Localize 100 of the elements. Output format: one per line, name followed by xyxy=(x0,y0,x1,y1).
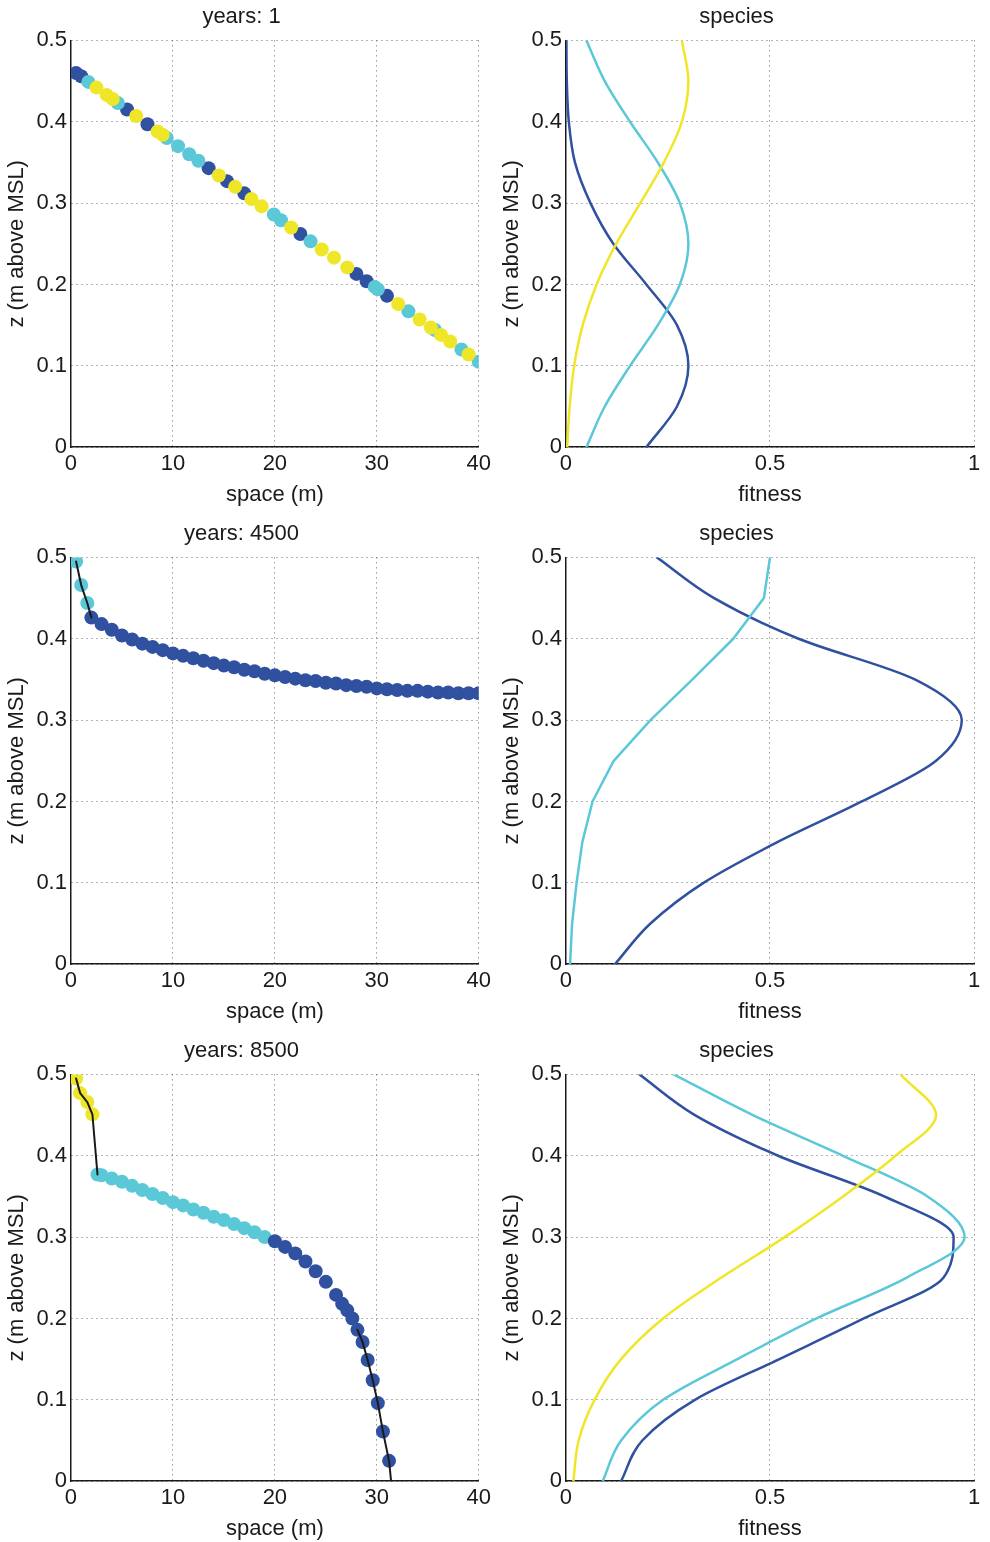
y-tick-label: 0.1 xyxy=(36,351,67,377)
y-tick-label: 0.5 xyxy=(36,1060,67,1086)
point xyxy=(298,1254,313,1269)
point xyxy=(273,213,288,228)
y-tick-label: 0.5 xyxy=(36,543,67,569)
y-tick-label: 0.5 xyxy=(531,1060,562,1086)
point xyxy=(155,127,170,142)
x-tick-label: 1 xyxy=(967,967,981,993)
x-tick-label: 30 xyxy=(364,1484,390,1510)
chart-title: species xyxy=(699,1037,774,1063)
point xyxy=(401,304,416,319)
y-axis-title: z (m above MSL) xyxy=(3,1194,29,1362)
y-tick-label: 0.2 xyxy=(36,787,67,813)
line-series xyxy=(585,40,690,448)
x-axis-title: fitness xyxy=(738,480,802,506)
y-tick-label: 0.1 xyxy=(36,1385,67,1411)
point xyxy=(423,320,438,335)
chart-title: years: 4500 xyxy=(184,520,299,546)
point xyxy=(237,1221,252,1236)
x-tick-label: 1 xyxy=(967,450,981,476)
y-tick-label: 0.1 xyxy=(531,351,562,377)
point xyxy=(211,168,226,183)
y-tick-label: 0.4 xyxy=(531,107,562,133)
x-axis-title: space (m) xyxy=(225,480,324,506)
point xyxy=(391,297,406,312)
x-tick-label: 20 xyxy=(262,450,288,476)
line-series xyxy=(613,557,964,965)
chart-title: species xyxy=(699,3,774,29)
point xyxy=(267,1234,282,1249)
y-tick-label: 0.2 xyxy=(36,1304,67,1330)
y-axis-title: z (m above MSL) xyxy=(498,160,524,328)
y-tick-label: 0.3 xyxy=(36,1223,67,1249)
point xyxy=(89,80,104,95)
x-axis-title: space (m) xyxy=(225,1514,324,1540)
y-axis-title: z (m above MSL) xyxy=(498,677,524,845)
y-tick-label: 0.3 xyxy=(36,706,67,732)
point xyxy=(318,1274,333,1289)
x-tick-label: 20 xyxy=(262,1484,288,1510)
y-tick-label: 0 xyxy=(549,433,562,459)
y-tick-label: 0.3 xyxy=(531,189,562,215)
y-tick-label: 0 xyxy=(549,950,562,976)
point xyxy=(104,622,119,637)
point xyxy=(191,153,206,168)
point xyxy=(314,242,329,257)
y-axis-title: z (m above MSL) xyxy=(498,1194,524,1362)
y-tick-label: 0.5 xyxy=(531,26,562,52)
x-tick-label: 40 xyxy=(466,450,492,476)
y-tick-label: 0.2 xyxy=(531,270,562,296)
y-axis-title: z (m above MSL) xyxy=(3,677,29,845)
y-tick-label: 0.3 xyxy=(36,189,67,215)
y-tick-label: 0 xyxy=(54,950,67,976)
point xyxy=(135,1182,150,1197)
x-tick-label: 10 xyxy=(160,1484,186,1510)
y-axis-title: z (m above MSL) xyxy=(3,160,29,328)
y-tick-label: 0.2 xyxy=(531,1304,562,1330)
y-tick-label: 0.2 xyxy=(36,270,67,296)
y-tick-label: 0.4 xyxy=(531,1141,562,1167)
x-tick-label: 0.5 xyxy=(754,450,786,476)
point xyxy=(327,250,341,265)
chart-title: years: 8500 xyxy=(184,1037,299,1063)
chart-title: species xyxy=(699,520,774,546)
chart-title: years: 1 xyxy=(202,3,281,29)
point xyxy=(288,1246,303,1261)
point xyxy=(303,234,318,249)
point xyxy=(228,179,243,194)
point xyxy=(284,220,299,235)
point xyxy=(340,260,355,275)
y-tick-label: 0.2 xyxy=(531,787,562,813)
x-tick-label: 10 xyxy=(160,450,186,476)
x-tick-label: 30 xyxy=(364,450,390,476)
point xyxy=(129,109,144,124)
point xyxy=(345,1311,360,1326)
x-tick-label: 0.5 xyxy=(754,1484,786,1510)
point xyxy=(94,617,109,632)
point xyxy=(308,1264,323,1279)
x-tick-label: 40 xyxy=(466,967,492,993)
x-axis-title: space (m) xyxy=(225,997,324,1023)
point xyxy=(434,327,449,342)
x-axis-title: fitness xyxy=(738,997,802,1023)
point xyxy=(461,347,476,362)
point xyxy=(380,288,395,303)
y-tick-label: 0.4 xyxy=(531,624,562,650)
x-tick-label: 10 xyxy=(160,967,186,993)
point xyxy=(244,192,259,207)
y-tick-label: 0.4 xyxy=(36,107,67,133)
point xyxy=(278,1239,293,1254)
point xyxy=(254,199,269,214)
point xyxy=(105,91,120,106)
y-tick-label: 0.5 xyxy=(531,543,562,569)
point xyxy=(201,161,216,176)
x-tick-label: 20 xyxy=(262,967,288,993)
y-tick-label: 0.3 xyxy=(531,706,562,732)
point xyxy=(140,117,155,132)
y-tick-label: 0.1 xyxy=(36,868,67,894)
y-tick-label: 0.1 xyxy=(531,868,562,894)
x-tick-label: 30 xyxy=(364,967,390,993)
y-tick-label: 0 xyxy=(54,433,67,459)
x-tick-label: 40 xyxy=(466,1484,492,1510)
point xyxy=(171,139,186,154)
x-tick-label: 0.5 xyxy=(754,967,786,993)
